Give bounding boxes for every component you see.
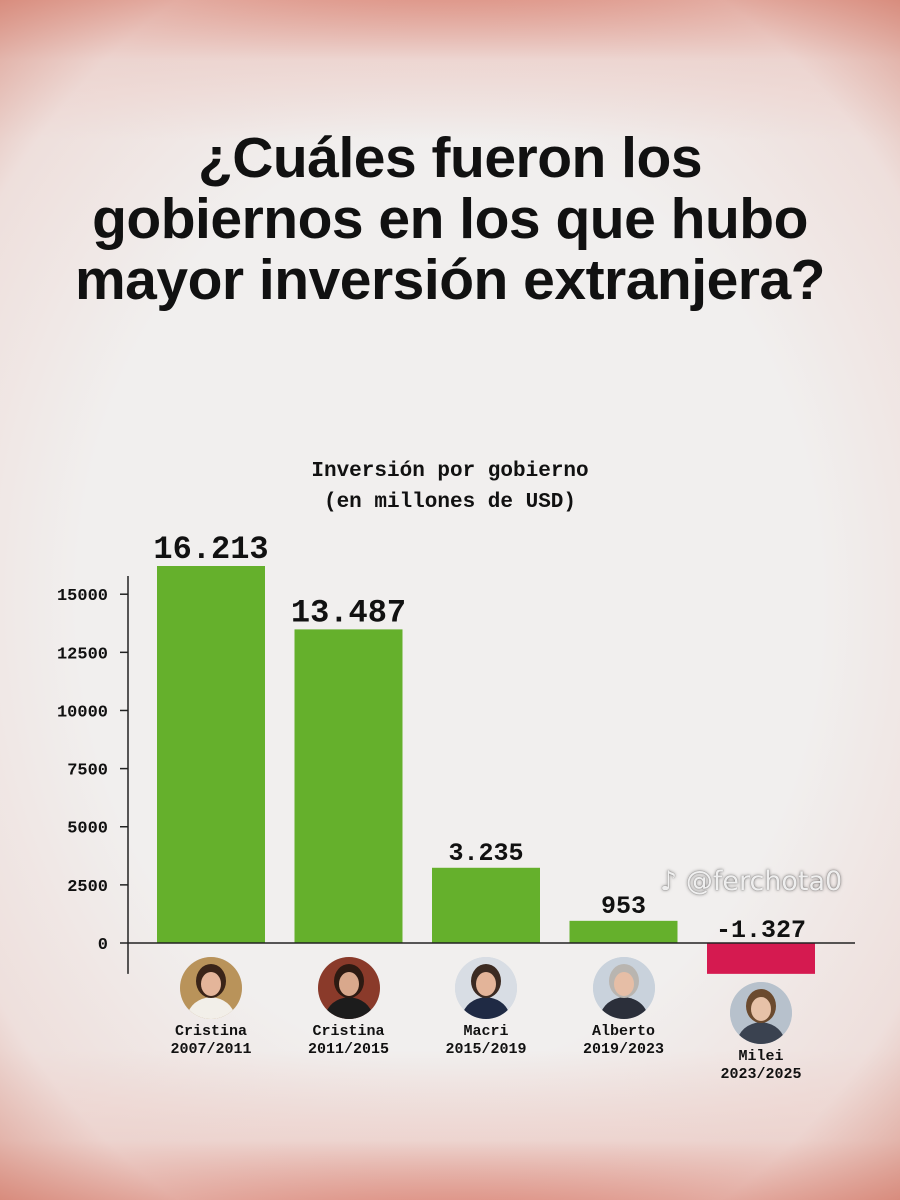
x-tick-label: Cristina 2007/2011	[131, 1023, 291, 1059]
bar-value-label: 13.487	[291, 594, 406, 631]
category-name: Macri	[463, 1023, 509, 1040]
bar-value-label: -1.327	[716, 916, 806, 945]
avatar	[317, 957, 380, 1019]
category-period: 2019/2023	[582, 1041, 664, 1058]
y-tick-label: 7500	[67, 762, 108, 781]
category-period: 2007/2011	[170, 1041, 252, 1058]
category-name: Milei	[738, 1048, 784, 1065]
chart-title: Inversión por gobierno	[311, 460, 589, 483]
y-tick-label: 10000	[57, 703, 108, 722]
category-name: Alberto	[591, 1023, 655, 1040]
x-tick-label: Milei 2023/2025	[681, 1048, 841, 1084]
tiktok-logo-icon: ♪	[660, 866, 678, 897]
bar	[294, 629, 403, 943]
watermark-handle: @ferchota0	[685, 866, 843, 897]
x-tick-label: Cristina 2011/2015	[269, 1023, 429, 1059]
bar	[432, 867, 540, 943]
category-period: 2015/2019	[445, 1041, 527, 1058]
chart-subtitle: (en millones de USD)	[323, 491, 577, 514]
bar-value-label: 16.213	[153, 531, 268, 568]
y-tick-label: 5000	[67, 820, 108, 839]
chart-title-block: Inversión por gobierno (en millones de U…	[150, 456, 750, 518]
x-tick-label: Alberto 2019/2023	[544, 1023, 704, 1059]
tiktok-watermark: ♪ @ferchota0	[660, 866, 842, 897]
bar	[157, 566, 265, 943]
avatar	[730, 982, 792, 1044]
y-tick-label: 12500	[57, 645, 108, 664]
avatar	[592, 957, 655, 1019]
bar	[569, 920, 678, 943]
y-tick-label: 15000	[57, 587, 108, 606]
avatar	[180, 957, 242, 1019]
bar-value-label: 953	[601, 892, 646, 921]
category-period: 2011/2015	[307, 1041, 389, 1058]
bar	[707, 943, 815, 974]
y-tick-label: 2500	[67, 878, 108, 897]
avatar	[455, 957, 517, 1019]
x-tick-label: Macri 2015/2019	[406, 1023, 566, 1059]
y-tick-label: 0	[98, 936, 108, 955]
category-name: Cristina	[174, 1023, 247, 1040]
category-period: 2023/2025	[720, 1066, 802, 1083]
bar-value-label: 3.235	[448, 839, 523, 868]
category-name: Cristina	[312, 1023, 385, 1040]
headline: ¿Cuáles fueron los gobiernos en los que …	[75, 126, 826, 312]
